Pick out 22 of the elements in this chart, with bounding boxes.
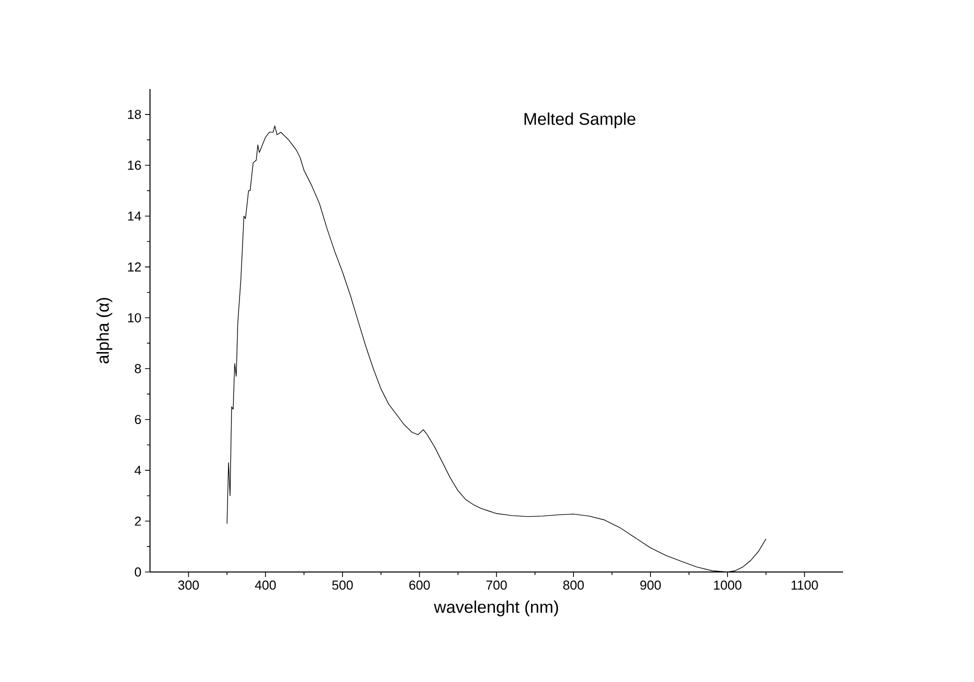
x-tick-label: 800 — [563, 580, 584, 590]
x-tick-label: 500 — [332, 580, 353, 590]
y-tick-label: 18 — [128, 110, 141, 119]
x-tick-label: 900 — [640, 580, 661, 590]
y-tick-label: 14 — [128, 212, 142, 221]
y-tick-label: 10 — [128, 313, 141, 322]
y-tick-label: 0 — [134, 567, 141, 577]
x-tick-label: 600 — [409, 580, 430, 590]
y-tick-label: 2 — [134, 516, 141, 526]
annotation: Melted Sample — [524, 112, 636, 128]
y-axis-title: alpha (α) — [96, 298, 112, 364]
x-tick-label: 700 — [486, 580, 507, 590]
x-tick-label: 1100 — [792, 580, 818, 590]
y-tick-label: 8 — [134, 364, 141, 374]
x-axis-title: wavelenght (nm) — [434, 600, 558, 616]
y-tick-label: 4 — [134, 466, 142, 475]
x-tick-label: 400 — [254, 580, 276, 590]
x-tick-label: 300 — [178, 580, 199, 590]
y-tick-label: 16 — [128, 160, 141, 170]
x-tick-label: 1000 — [714, 580, 742, 590]
y-tick-label: 12 — [128, 262, 141, 272]
y-tick-label: 6 — [134, 414, 141, 424]
